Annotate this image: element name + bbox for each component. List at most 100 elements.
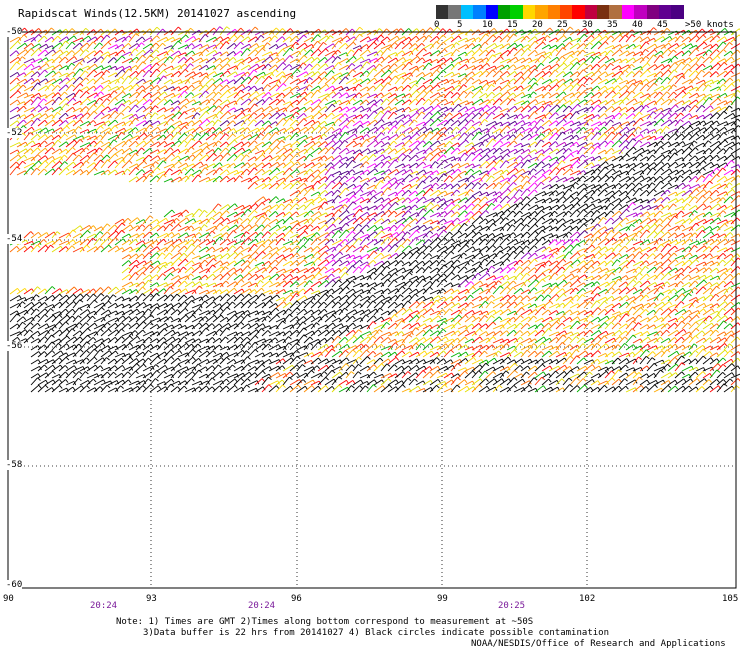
wind-barb [177,133,185,141]
wind-barb [156,69,165,78]
wind-barb-flag [157,96,161,101]
wind-barb [184,84,193,92]
wind-barb-flag [521,29,525,34]
wind-barb-flag [38,48,42,52]
wind-barb-flag [80,107,83,112]
wind-barb-flag [709,190,713,195]
wind-barb [555,78,564,85]
wind-barb-flag [429,175,433,180]
wind-barb [93,97,100,106]
wind-barb-flag [269,56,274,60]
wind-barb-flag [526,35,530,40]
wind-barb [527,40,536,50]
wind-barb-flag [394,97,399,102]
wind-barb [16,114,25,120]
wind-barb-flag [269,147,273,151]
wind-barb-flag [443,87,447,92]
wind-barb-flag [446,79,450,84]
wind-barb [695,195,703,204]
wind-barb [177,162,187,169]
wind-barb [107,44,117,50]
wind-barb [576,49,584,57]
wind-barb-flag [526,175,530,179]
wind-barb [492,98,500,106]
wind-barb [534,105,543,113]
wind-barb-flag [113,57,117,61]
wind-barb-flag [729,105,733,109]
wind-barb-flag [485,49,489,54]
wind-barb-flag [136,99,140,104]
wind-barb [604,114,614,120]
wind-barb-flag [282,62,287,66]
wind-barb-flag [318,105,322,109]
wind-barb-flag [246,118,251,122]
wind-barb-flag [381,56,385,61]
wind-barb [51,112,58,120]
wind-barb-flag [456,48,460,53]
wind-barb-flag [693,140,698,144]
wind-barb-flag [683,86,687,91]
wind-barb-flag [701,28,706,33]
wind-barb-flag [569,37,573,41]
wind-barb [534,181,542,190]
wind-barb-flag [184,111,188,115]
wind-barb-flag [169,99,174,104]
wind-barb-flag [612,90,616,95]
wind-barb-flag [653,54,657,58]
wind-barb-flag [85,106,90,110]
wind-barb [135,132,145,141]
wind-barb [478,33,487,43]
wind-barb-flag [233,163,237,167]
wind-barb [520,196,528,204]
wind-barb-flag [219,175,223,180]
wind-barb [548,148,558,155]
wind-barb-flag [23,63,28,68]
wind-barb-flag [382,154,386,159]
wind-barb-flag [122,49,126,54]
wind-barb-flag [381,132,385,136]
wind-barb [478,49,487,57]
wind-barb-flag [311,174,315,178]
wind-barb [660,85,671,92]
wind-barb [23,37,35,43]
wind-barb-flag [93,110,98,115]
wind-barb [254,64,265,71]
wind-barb [114,69,123,78]
wind-barb [240,92,250,99]
wind-barb-flag [491,84,495,88]
wind-barb [37,140,45,148]
wind-barb-flag [472,43,476,47]
wind-barb [366,41,375,50]
wind-barb-flag [402,133,406,138]
wind-barb-flag [423,85,427,89]
wind-barb [492,70,501,78]
wind-barb [408,108,418,113]
wind-barb [37,94,46,99]
wind-barb-flag [296,140,301,145]
wind-barb [338,64,349,71]
wind-barb [653,91,661,99]
wind-barb-flag [232,120,237,125]
wind-barb-flag [465,106,469,111]
wind-barb-flag [660,167,665,172]
wind-barb [625,57,634,64]
wind-barb [100,65,111,71]
wind-barb-flag [624,112,628,116]
wind-barb-flag [51,147,55,151]
wind-barb [331,175,340,183]
wind-barb [282,86,291,92]
wind-barb-flag [499,133,503,138]
wind-barb-flag [688,91,692,96]
wind-barb-flag [513,78,517,83]
wind-barb [289,203,297,211]
wind-barb-flag [135,114,139,118]
wind-barb-flag [338,132,343,137]
wind-barb [618,44,629,50]
wind-barb [590,55,598,64]
wind-barb [156,63,164,71]
wind-barb [65,84,73,92]
wind-barb-flag [485,111,489,116]
wind-barb-flag [100,140,104,145]
wind-barb [226,79,235,85]
wind-barb-flag [409,174,413,178]
